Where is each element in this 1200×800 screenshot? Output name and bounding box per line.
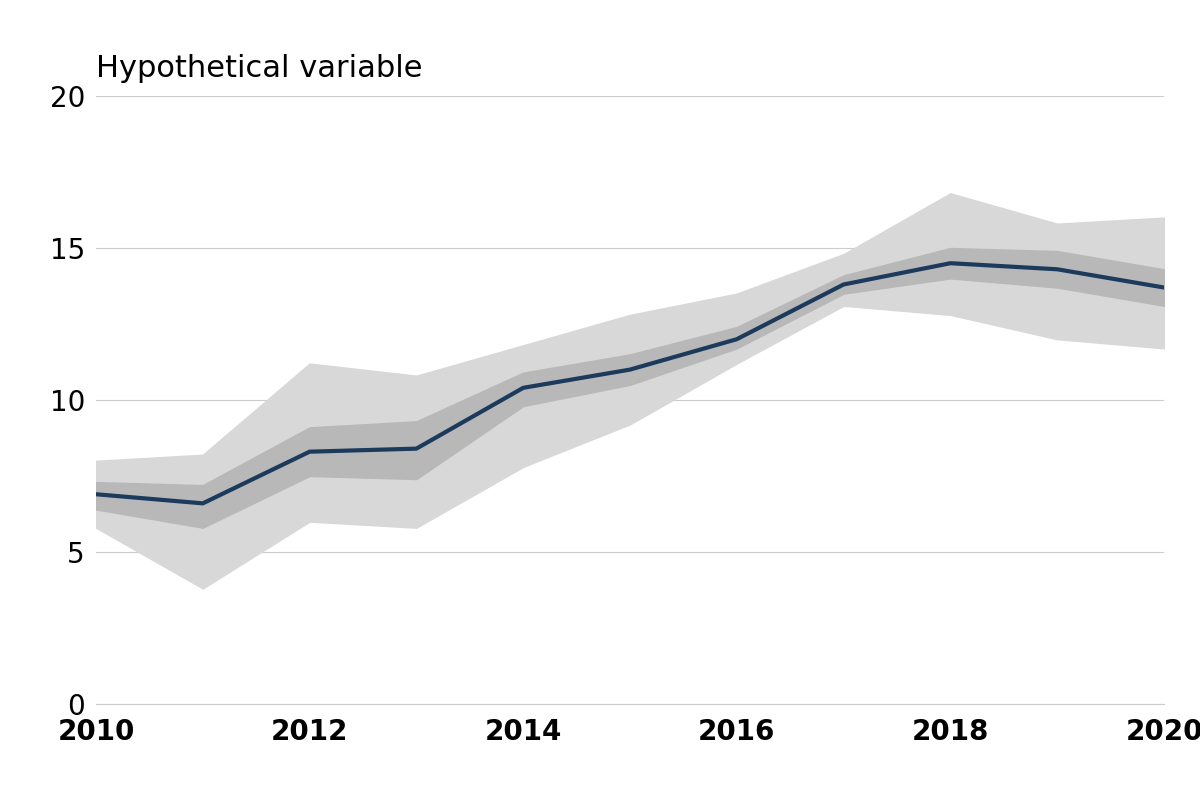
Text: Hypothetical variable: Hypothetical variable xyxy=(96,54,422,82)
